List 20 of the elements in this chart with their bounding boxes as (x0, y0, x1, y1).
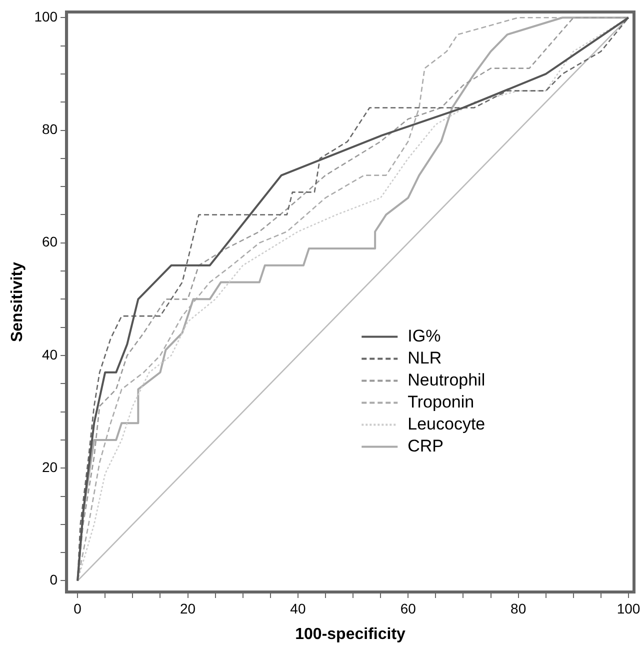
x-tick-label: 0 (74, 600, 82, 616)
x-tick-label: 100 (616, 600, 640, 616)
legend-label: IG% (408, 326, 441, 346)
y-tick-label: 0 (50, 572, 58, 588)
legend-label: CRP (408, 436, 444, 456)
x-tick-label: 40 (290, 600, 306, 616)
x-tick-label: 60 (400, 600, 416, 616)
y-axis-title: Sensitivity (9, 262, 26, 342)
legend-label: Troponin (408, 392, 474, 412)
legend-label: Leucocyte (408, 414, 486, 434)
y-tick-label: 100 (34, 8, 58, 24)
legend-label: Neutrophil (408, 370, 486, 390)
legend-label: NLR (408, 348, 442, 368)
y-tick-label: 60 (42, 234, 58, 250)
y-tick-label: 40 (42, 346, 58, 362)
x-axis-title: 100-specificity (295, 626, 406, 643)
x-tick-label: 20 (180, 600, 196, 616)
x-tick-label: 80 (510, 600, 526, 616)
y-tick-label: 20 (42, 458, 58, 475)
y-tick-label: 80 (42, 121, 58, 138)
